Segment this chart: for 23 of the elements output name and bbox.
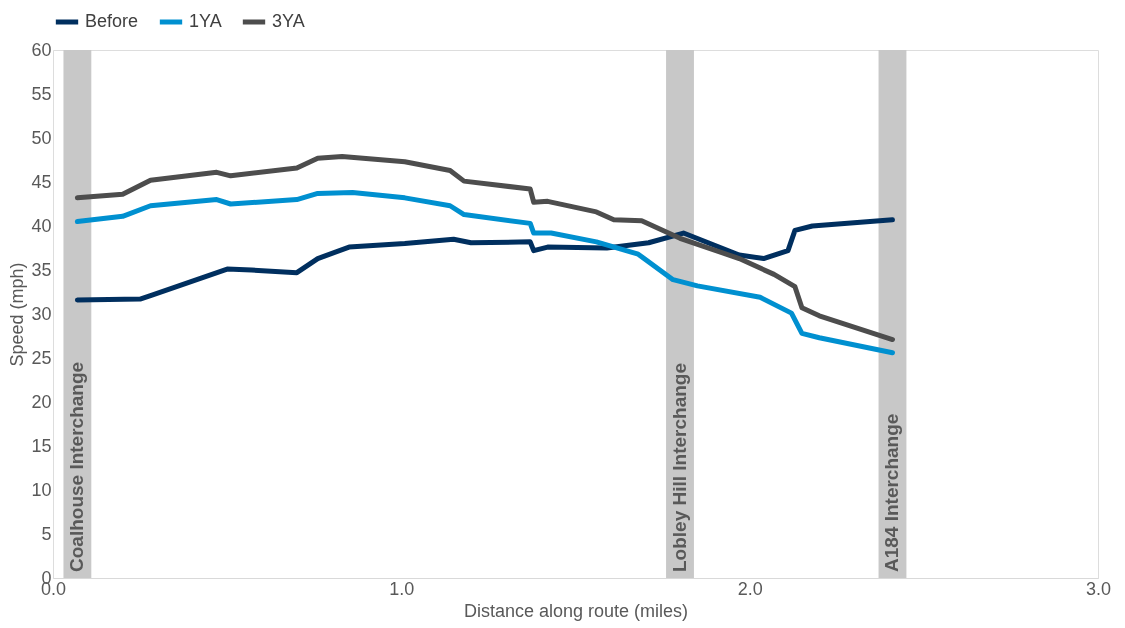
y-tick-label: 50 [31, 127, 52, 148]
y-tick-label: 5 [41, 523, 52, 544]
legend-label: 3YA [272, 11, 305, 31]
x-axis-title: Distance along route (miles) [463, 600, 689, 621]
y-tick-label: 30 [31, 303, 52, 324]
y-tick-label: 25 [31, 347, 52, 368]
legend-label: 1YA [189, 11, 222, 31]
y-tick-label: 40 [31, 215, 52, 236]
y-tick-label: 15 [31, 435, 52, 456]
band-label: Lobley Hill Interchange [669, 362, 690, 572]
legend-label: Before [85, 11, 139, 31]
x-tick-label: 1.0 [389, 578, 415, 599]
y-tick-label: 10 [31, 479, 52, 500]
y-tick-label: 45 [31, 171, 52, 192]
y-axis-title: Speed (mph) [7, 262, 28, 367]
x-tick-label: 2.0 [737, 578, 763, 599]
y-tick-label: 60 [31, 39, 52, 60]
x-tick-label: 3.0 [1085, 578, 1112, 599]
band-label: A184 Interchange [881, 413, 903, 572]
y-tick-label: 20 [31, 391, 52, 412]
band-label: Coalhouse Interchange [66, 361, 88, 572]
y-tick-label: 35 [31, 259, 52, 280]
y-tick-label: 55 [31, 83, 52, 104]
